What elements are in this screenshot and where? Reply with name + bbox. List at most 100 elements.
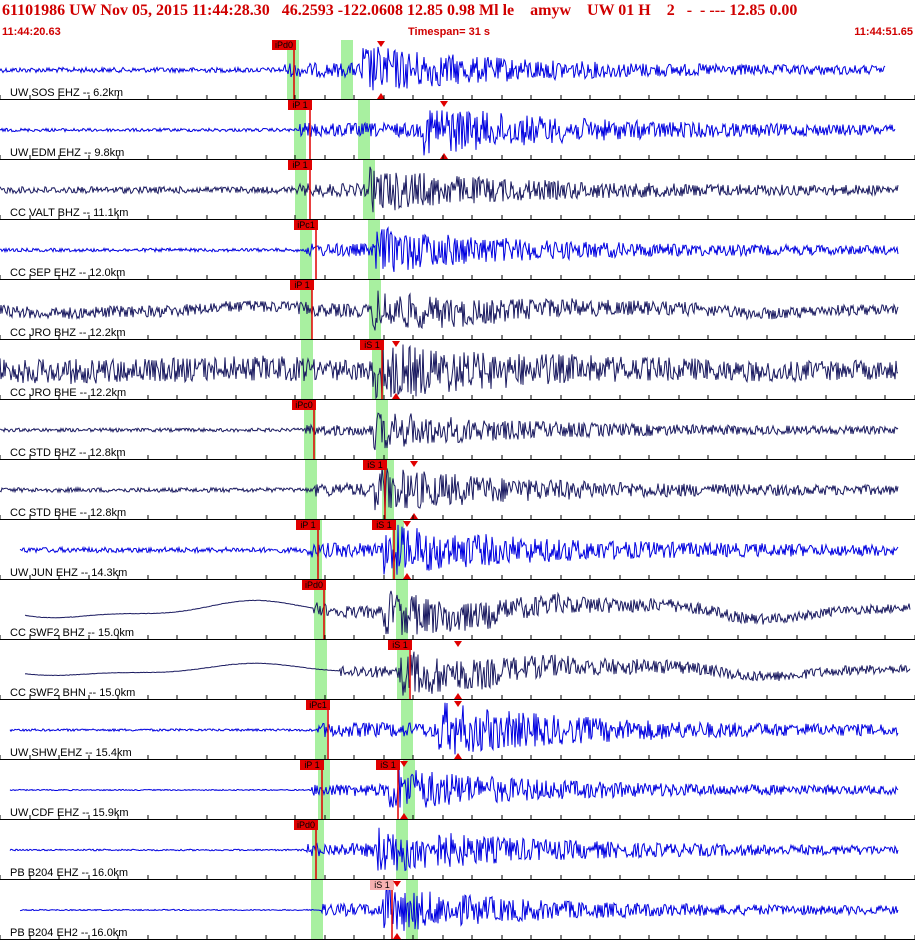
- arrival-marker-bottom: [400, 813, 408, 819]
- p-pick-flag[interactable]: [292, 400, 316, 410]
- waveform: [0, 466, 899, 511]
- trace-row[interactable]: iP 1 iS 1 UW JUN EHZ -- 14.3km: [0, 520, 915, 580]
- waveform: [0, 110, 896, 156]
- event-summary: 61101986 UW Nov 05, 2015 11:44:28.30 46.…: [2, 2, 798, 19]
- channel-label: UW EDM EHZ -- 9.8km: [10, 147, 124, 159]
- channel-label: CC VALT BHZ -- 11.1km: [10, 207, 128, 219]
- arrival-marker-bottom: [393, 933, 401, 939]
- p-pick-flag[interactable]: [288, 160, 312, 170]
- arrival-marker-top: [440, 101, 448, 107]
- s-pick-flag[interactable]: [360, 340, 384, 350]
- waveform: [0, 226, 899, 272]
- p-window-bar: [300, 280, 312, 340]
- channel-label: CC STD BHE -- 12.8km: [10, 507, 126, 519]
- arrival-marker-top: [454, 701, 462, 707]
- s-pick-label: iS 1: [367, 460, 383, 470]
- p-pick-flag[interactable]: [290, 280, 314, 290]
- s-pick-flag[interactable]: [370, 880, 394, 890]
- p-pick-flag[interactable]: [288, 100, 312, 110]
- p-pick-flag[interactable]: [294, 220, 318, 230]
- arrival-marker-bottom: [440, 153, 448, 159]
- trace-row[interactable]: iPc1 CC SEP EHZ -- 12.0km: [0, 220, 915, 280]
- p-window-bar: [310, 520, 322, 580]
- waveform: [0, 166, 899, 213]
- s-pick-flag[interactable]: [372, 520, 396, 530]
- p-pick-flag[interactable]: [300, 760, 324, 770]
- arrival-marker-bottom: [377, 93, 385, 99]
- waveform: [9, 702, 899, 755]
- trace-row[interactable]: iS 1 CC STD BHE -- 12.8km: [0, 460, 915, 520]
- timespan-label: Timespan= 31 s: [408, 26, 491, 38]
- trace-row[interactable]: iPd0 PB B204 EHZ -- 16.0km: [0, 820, 915, 880]
- p-window-bar: [287, 40, 299, 100]
- record-header: 61101986 UW Nov 05, 2015 11:44:28.30 46.…: [0, 0, 915, 40]
- channel-label: PB B204 EHZ -- 16.0km: [10, 867, 128, 879]
- waveform: [0, 343, 899, 400]
- p-pick-flag[interactable]: [302, 580, 326, 590]
- waveform: [9, 769, 899, 808]
- channel-label: UW SHW EHZ -- 15.4km: [10, 747, 132, 759]
- arrival-marker-top: [392, 341, 400, 347]
- p-pick-label: iPc1: [297, 220, 315, 230]
- s-window-bar: [358, 100, 370, 160]
- waveform: [0, 46, 886, 91]
- arrival-marker-top: [377, 41, 385, 47]
- trace-row[interactable]: iS 1 PB B204 EH2 -- 16.0km: [0, 880, 915, 940]
- channel-label: CC SWF2 BHZ -- 15.0km: [10, 627, 134, 639]
- channel-label: CC JRO BHZ -- 12.2km: [10, 327, 126, 339]
- trace-row[interactable]: iP 1 CC VALT BHZ -- 11.1km: [0, 160, 915, 220]
- arrival-marker-top: [393, 881, 401, 887]
- waveform: [19, 886, 899, 931]
- waveform: [24, 651, 911, 696]
- p-window-bar: [315, 700, 327, 760]
- trace-row[interactable]: iS 1 CC JRO BHE -- 12.2km: [0, 340, 915, 400]
- p-pick-flag[interactable]: [294, 820, 318, 830]
- p-pick-flag[interactable]: [272, 40, 296, 50]
- p-pick-label: iP 1: [304, 760, 319, 770]
- s-window-bar: [341, 40, 353, 100]
- arrival-marker-bottom: [410, 513, 418, 519]
- trace-row[interactable]: iS 1 CC SWF2 BHN -- 15.0km: [0, 640, 915, 700]
- s-pick-label: iS 1: [374, 880, 390, 890]
- trace-row[interactable]: iPd0 CC SWF2 BHZ -- 15.0km: [0, 580, 915, 640]
- p-pick-label: iPd0: [297, 820, 315, 830]
- p-pick-label: iPc1: [309, 700, 327, 710]
- channel-label: UW JUN EHZ -- 14.3km: [10, 567, 127, 579]
- trace-row[interactable]: iPd0 UW SOS EHZ -- 6.2km: [0, 40, 915, 100]
- trace-row[interactable]: iP 1 UW EDM EHZ -- 9.8km: [0, 100, 915, 160]
- p-pick-label: iP 1: [292, 100, 307, 110]
- p-pick-label: iPc0: [295, 400, 313, 410]
- p-pick-label: iPd0: [305, 580, 323, 590]
- waveform: [9, 827, 899, 872]
- trace-row[interactable]: iPc1 UW SHW EHZ -- 15.4km: [0, 700, 915, 760]
- p-pick-flag[interactable]: [296, 520, 320, 530]
- p-pick-label: iP 1: [292, 160, 307, 170]
- waveform: [24, 590, 911, 636]
- channel-label: PB B204 EH2 -- 16.0km: [10, 927, 127, 939]
- trace-row[interactable]: iP 1 iS 1 UW CDF EHZ -- 15.9km: [0, 760, 915, 820]
- arrival-marker-bottom: [454, 753, 462, 759]
- waveform: [0, 290, 899, 331]
- start-time: 11:44:20.63: [2, 26, 61, 38]
- channel-label: CC STD BHZ -- 12.8km: [10, 447, 126, 459]
- s-window-bar: [392, 520, 404, 580]
- trace-row[interactable]: iPc0 CC STD BHZ -- 12.8km: [0, 400, 915, 460]
- trace-row[interactable]: iP 1 CC JRO BHZ -- 12.2km: [0, 280, 915, 340]
- arrival-marker-top: [454, 641, 462, 647]
- p-window-bar: [294, 100, 306, 160]
- channel-label: UW SOS EHZ -- 6.2km: [10, 87, 123, 99]
- s-pick-flag[interactable]: [363, 460, 387, 470]
- seismogram-panel[interactable]: iPd0 UW SOS EHZ -- 6.2km iP 1 UW EDM EHZ --…: [0, 40, 915, 940]
- channel-label: CC SWF2 BHN -- 15.0km: [10, 687, 135, 699]
- s-pick-label: iS 1: [380, 760, 396, 770]
- arrival-marker-top: [400, 761, 408, 767]
- p-pick-label: iP 1: [294, 280, 309, 290]
- arrival-marker-top: [410, 461, 418, 467]
- s-pick-flag[interactable]: [388, 640, 412, 650]
- s-pick-flag[interactable]: [376, 760, 400, 770]
- p-window-bar: [318, 760, 330, 820]
- arrival-marker-bottom: [403, 573, 411, 579]
- p-window-bar: [295, 160, 307, 220]
- p-pick-flag[interactable]: [306, 700, 330, 710]
- arrival-marker-bottom: [454, 693, 462, 699]
